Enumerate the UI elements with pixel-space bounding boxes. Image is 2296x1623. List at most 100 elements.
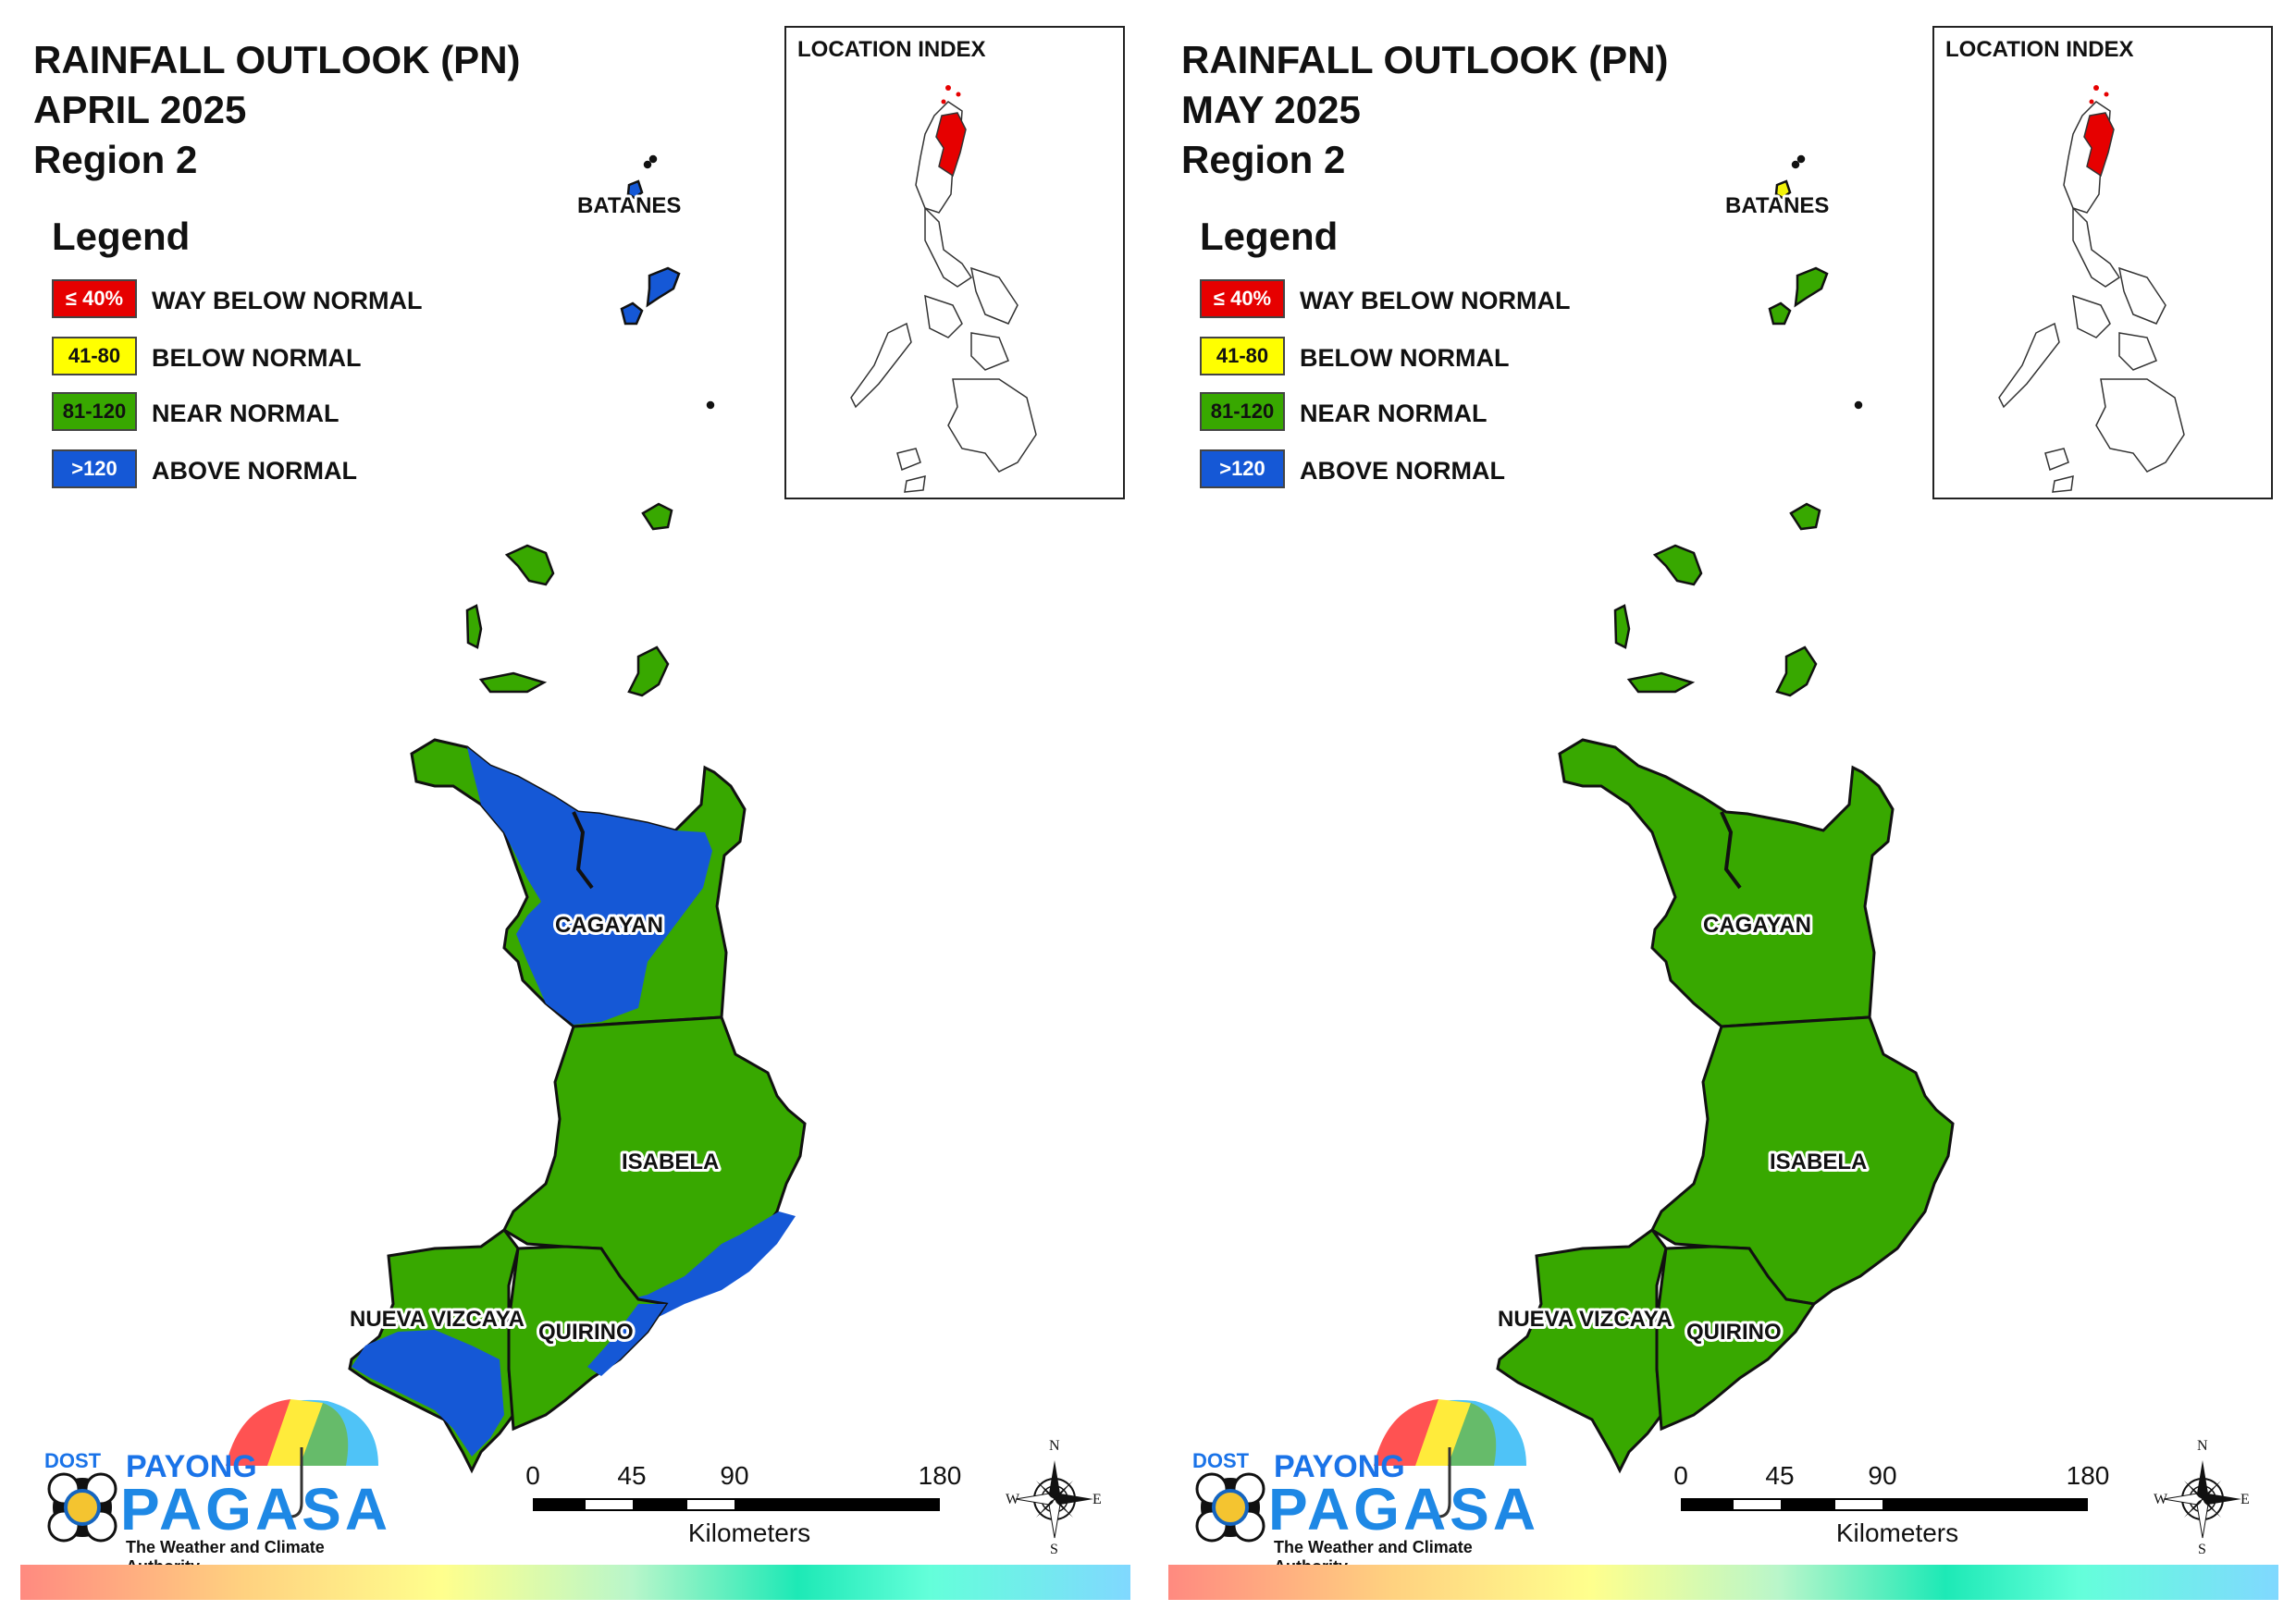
payong-pagasa-logo: DOST PAYONG PAGASA The Weather and Clima… [31,1392,401,1576]
legend-label: NEAR NORMAL [152,400,339,427]
nueva-vizcaya-province [1496,1227,1668,1474]
label-quirino: QUIRINO [1686,1320,1782,1345]
payong-pagasa-logo: DOST PAYONG PAGASA The Weather and Clima… [1179,1392,1549,1576]
logo-pagasa: PAGASA [1268,1476,1540,1543]
quirino-province [1655,1245,1817,1432]
isabela-province [1650,1015,1955,1306]
scale-segment [1884,1498,2088,1511]
label-quirino: QUIRINO [538,1320,634,1345]
legend-item-way-below-normal: ≤ 40% WAY BELOW NORMAL [1200,279,1588,320]
label-batanes: BATANES [577,193,681,218]
legend-label: ABOVE NORMAL [1300,457,1505,485]
location-index-inset: LOCATION INDEX [1932,26,2273,499]
map-title: RAINFALL OUTLOOK (PN) MAY 2025 Region 2 [1181,35,1669,185]
scale-tick: 90 [720,1461,749,1490]
legend-label: WAY BELOW NORMAL [1300,287,1571,314]
logo-dost: DOST [44,1449,102,1472]
legend-item-below-normal: 41-80 BELOW NORMAL [52,337,440,377]
label-isabela: ISABELA [1770,1150,1867,1174]
title-region: Region 2 [1181,138,1346,181]
legend-label: NEAR NORMAL [1300,400,1487,427]
compass-w: W [1006,1492,1020,1507]
legend-label: BELOW NORMAL [152,344,362,372]
compass-rose-icon: N S E W [2154,1438,2250,1558]
legend-swatch: >120 [52,449,137,488]
scale-tick: 180 [2066,1461,2110,1490]
scale-segment [685,1498,736,1511]
legend-swatch: >120 [1200,449,1285,488]
title-line-1: RAINFALL OUTLOOK (PN) [1181,38,1669,81]
legend-item-near-normal: 81-120 NEAR NORMAL [1200,392,1588,433]
nueva-vizcaya-above-normal-zone [352,1330,504,1457]
batanes-islands [1768,154,1863,410]
babuyan-islands [465,502,673,697]
label-nueva-vizcaya: NUEVA VIZCAYA [1498,1307,1673,1332]
label-batanes: BATANES [1725,193,1829,218]
logo-payong: PAYONG [1274,1449,1405,1484]
scale-segment [584,1498,635,1511]
legend-swatch: 81-120 [52,392,137,431]
legend-label: BELOW NORMAL [1300,344,1510,372]
scale-tick: 45 [617,1461,647,1490]
umbrella-logo-icon [47,1399,378,1543]
scale-segment [533,1498,584,1511]
inset-title: LOCATION INDEX [797,37,986,62]
philippines-outline-map [1998,85,2185,493]
scale-tick: 180 [918,1461,962,1490]
scale-segment [1783,1498,1833,1511]
scale-units: Kilometers [687,1518,811,1547]
scale-tick: 90 [1868,1461,1897,1490]
region-2-map: BATANES CAGAYAN ISABELA NUEVA VIZCAYA QU… [1495,154,1955,1474]
quirino-above-normal-zone [587,1304,666,1376]
batanes-islands [620,154,715,410]
label-cagayan: CAGAYAN [555,913,663,938]
logo-payong: PAYONG [126,1449,257,1484]
location-index-inset: LOCATION INDEX [784,26,1125,499]
scale-segment [1732,1498,1783,1511]
compass-n: N [1049,1438,1060,1454]
philippines-outline-map [850,85,1037,493]
scale-bar: 0 45 90 180 Kilometers [525,1461,971,1554]
gradient-footer-strip [1168,1565,2278,1600]
legend-item-near-normal: 81-120 NEAR NORMAL [52,392,440,433]
legend-item-above-normal: >120 ABOVE NORMAL [52,449,440,490]
scale-segment [1833,1498,1884,1511]
compass-s: S [2198,1542,2206,1557]
panel-may: RAINFALL OUTLOOK (PN) MAY 2025 Region 2 … [1148,0,2296,1623]
title-region: Region 2 [33,138,198,181]
legend-item-below-normal: 41-80 BELOW NORMAL [1200,337,1588,377]
legend-item-above-normal: >120 ABOVE NORMAL [1200,449,1588,490]
inset-title: LOCATION INDEX [1945,37,2134,62]
logo-pagasa: PAGASA [120,1476,392,1543]
legend-swatch: 81-120 [1200,392,1285,431]
legend: Legend ≤ 40% WAY BELOW NORMAL 41-80 BELO… [1200,215,1588,510]
legend-swatch: 41-80 [1200,337,1285,375]
region-2-highlight [935,112,967,178]
region-2-map: BATANES CAGAYAN ISABELA NUEVA VIZCAYA QU… [347,154,807,1474]
compass-n: N [2197,1438,2208,1454]
scale-bar: 0 45 90 180 Kilometers [1673,1461,2119,1554]
panel-april: RAINFALL OUTLOOK (PN) APRIL 2025 Region … [20,26,1130,1600]
title-month: MAY 2025 [1181,88,1361,131]
legend-swatch: ≤ 40% [52,279,137,318]
scale-tick: 45 [1765,1461,1795,1490]
legend-title: Legend [1200,215,1339,258]
scale-segment [1681,1498,1732,1511]
label-isabela: ISABELA [622,1150,719,1174]
scale-segment [736,1498,940,1511]
scale-units: Kilometers [1835,1518,1959,1547]
legend-item-way-below-normal: ≤ 40% WAY BELOW NORMAL [52,279,440,320]
legend-title: Legend [52,215,191,258]
label-nueva-vizcaya: NUEVA VIZCAYA [350,1307,525,1332]
compass-s: S [1050,1542,1058,1557]
legend-label: ABOVE NORMAL [152,457,357,485]
gradient-footer-strip [20,1565,1130,1600]
compass-e: E [1092,1492,1102,1507]
compass-rose-icon: N S E W [1006,1438,1102,1558]
cagayan-province [1558,738,1895,1028]
region-2-highlight [2083,112,2115,178]
compass-w: W [2154,1492,2168,1507]
umbrella-logo-icon [1195,1399,1526,1543]
compass-e: E [2240,1492,2250,1507]
title-line-1: RAINFALL OUTLOOK (PN) [33,38,521,81]
